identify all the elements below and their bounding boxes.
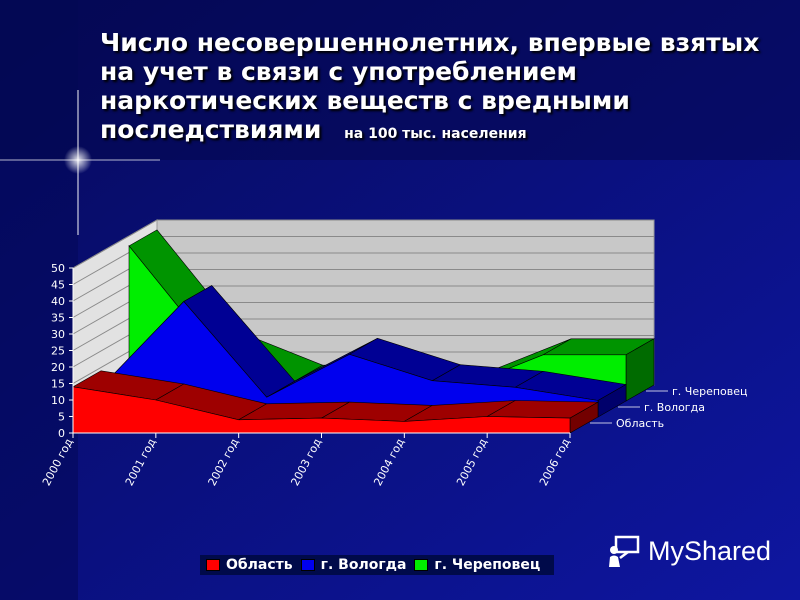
- legend-label-cherepovets: г. Череповец: [434, 557, 541, 573]
- legend-item-cherepovets: г. Череповец: [414, 557, 540, 573]
- legend-swatch-oblast: [206, 559, 220, 571]
- x-tick-label: 2000 год: [40, 436, 76, 488]
- depth-axis-label: г. Череповец: [672, 385, 748, 398]
- x-tick-label: 2006 год: [537, 436, 573, 488]
- legend-swatch-vologda: [300, 559, 315, 571]
- sparkle-decoration: [0, 90, 160, 235]
- x-tick-label: 2005 год: [454, 436, 490, 488]
- slide-title: Число несовершеннолетних, впервые взятых…: [100, 28, 780, 149]
- x-tick-label: 2003 год: [288, 436, 324, 488]
- legend-label-oblast: Область: [226, 557, 293, 573]
- x-tick-label: 2002 год: [206, 436, 242, 488]
- gridline: [72, 219, 654, 269]
- y-tick-label: 10: [51, 394, 65, 407]
- y-tick-label: 15: [51, 378, 65, 391]
- watermark: MyShared: [608, 534, 771, 568]
- y-tick-label: 0: [58, 427, 65, 440]
- legend-swatch-cherepovets: [414, 559, 429, 571]
- legend-item-oblast: Область: [206, 557, 293, 573]
- y-tick-label: 40: [51, 295, 65, 308]
- presenter-icon: [609, 535, 640, 567]
- chart-series: [72, 229, 656, 434]
- watermark-text: MyShared: [648, 535, 772, 566]
- depth-axis-label: г. Вологда: [644, 401, 705, 414]
- chart-legend: Область г. Вологда г. Череповец: [200, 555, 555, 575]
- series-1: [100, 285, 627, 418]
- title-units: на 100 тыс. населения: [344, 126, 527, 142]
- legend-item-vologda: г. Вологда: [300, 557, 407, 573]
- legend-label-vologda: г. Вологда: [320, 557, 407, 573]
- y-tick-label: 30: [51, 328, 65, 341]
- series-0: [72, 370, 600, 434]
- y-tick-label: 5: [58, 411, 65, 424]
- x-tick-label: 2004 год: [371, 436, 407, 488]
- y-tick-label: 45: [51, 279, 65, 292]
- y-tick-label: 35: [51, 312, 65, 325]
- y-tick-label: 20: [51, 361, 65, 374]
- series-0-front-face: [72, 386, 571, 434]
- x-tick-label: 2001 год: [123, 436, 159, 488]
- title-text: Число несовершеннолетних, впервые взятых…: [100, 28, 760, 144]
- y-tick-label: 50: [51, 262, 65, 275]
- depth-axis-label: Область: [616, 417, 664, 430]
- y-tick-label: 25: [51, 345, 65, 358]
